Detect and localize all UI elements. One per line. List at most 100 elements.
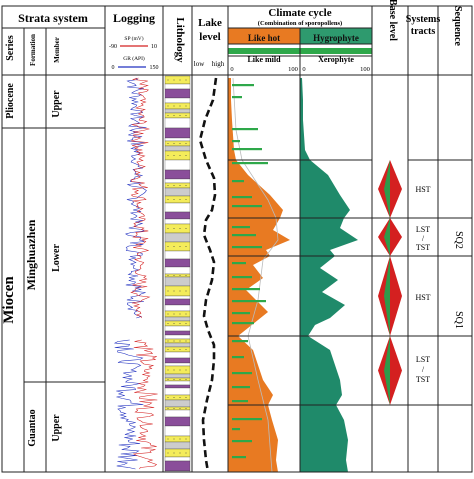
- sand-dot: [173, 143, 175, 144]
- sand-dot: [167, 408, 169, 409]
- sand-dot: [167, 379, 169, 380]
- sand-dot: [167, 246, 169, 247]
- lithology-bed: [164, 357, 191, 364]
- like-mild-trend-line: [232, 77, 279, 473]
- sand-dot: [167, 199, 169, 200]
- lithology-bed: [164, 187, 191, 197]
- like-mild-bar: [232, 226, 250, 229]
- sand-dot: [185, 275, 187, 276]
- like-mild-bar: [232, 372, 252, 375]
- systems-tracts-header-line1: Systems: [406, 14, 441, 25]
- sand-dot: [173, 199, 175, 200]
- like-mild-bar: [232, 148, 262, 151]
- lithology-bed: [164, 83, 191, 90]
- like-mild-bar: [232, 300, 266, 303]
- like-mild-bar: [232, 428, 240, 431]
- lithology-bed: [164, 330, 191, 336]
- lithology-bed: [164, 250, 191, 260]
- like-mild-bar: [232, 140, 240, 143]
- sand-dot: [185, 143, 187, 144]
- sand-dot: [167, 438, 169, 440]
- like-mild-bar: [232, 234, 256, 237]
- member-upper-bottom: Upper: [51, 414, 62, 442]
- sequence-header: Sequence: [452, 6, 463, 47]
- xerophyte-header-bar: [300, 48, 372, 54]
- lithology-bed: [164, 127, 191, 139]
- sand-dot: [173, 323, 175, 324]
- formation-minghuazhen: Minghuazhen: [24, 219, 38, 290]
- sand-dot: [185, 246, 187, 247]
- base-level-hst-lower-diamond-left: [384, 256, 390, 336]
- sand-dot: [179, 246, 181, 247]
- sand-dot: [185, 408, 187, 409]
- like-mild-bar: [232, 356, 244, 359]
- like-mild-bar: [232, 205, 262, 208]
- sand-dot: [173, 349, 175, 350]
- sand-dot: [185, 105, 187, 107]
- logging-header: Logging: [113, 11, 155, 25]
- sand-dot: [173, 79, 175, 81]
- tract-slash-upper: /: [422, 234, 425, 243]
- like-mild-bar: [232, 312, 250, 315]
- climate-cycle-subheader: (Combination of sporopollens): [258, 20, 342, 27]
- sand-dot: [185, 228, 187, 229]
- sand-dot: [179, 369, 181, 371]
- hygro-axis-0: 0: [302, 66, 305, 73]
- sand-dot: [179, 115, 181, 116]
- lake-level-header-line1: Lake: [198, 17, 222, 29]
- sand-dot: [173, 340, 175, 342]
- lithology-bed: [164, 159, 191, 171]
- sand-dot: [185, 115, 187, 116]
- sand-dot: [185, 438, 187, 440]
- sand-dot: [173, 105, 175, 107]
- gr-scale-min: 0: [112, 65, 115, 71]
- strata-system-header: Strata system: [18, 11, 88, 25]
- lithology-bed: [164, 409, 191, 418]
- sand-dot: [173, 155, 175, 156]
- climate-cycle-header: Climate cycle: [268, 7, 331, 19]
- sand-dot: [167, 155, 169, 156]
- gr-log-upper: [125, 77, 147, 319]
- sand-dot: [167, 143, 169, 144]
- systems-tracts-header-line2: tracts: [411, 26, 436, 37]
- like-hot-header-fill: [228, 28, 300, 44]
- lithology-bed: [164, 325, 191, 332]
- climate-areas: [228, 77, 358, 473]
- sand-dot: [179, 379, 181, 380]
- sp-scale-label: SP (mV): [124, 35, 143, 42]
- grid-lines: [1, 5, 473, 473]
- sp-scale-max: 10: [151, 44, 157, 50]
- sand-dot: [179, 313, 181, 315]
- tract-hst-upper: HST: [415, 185, 430, 194]
- sand-dot: [185, 323, 187, 324]
- like-mild-bar: [232, 84, 254, 87]
- like-mild-bar: [232, 440, 252, 443]
- lithology-bed: [164, 373, 191, 379]
- sand-dot: [167, 185, 169, 186]
- lithology-bed: [164, 137, 191, 142]
- sand-dot: [173, 408, 175, 409]
- sand-dot: [173, 397, 175, 398]
- lithology-bed: [164, 380, 191, 386]
- lithology-bed: [164, 218, 191, 225]
- lithology-bed: [164, 441, 191, 450]
- sand-dot: [167, 313, 169, 315]
- like-mild-bar: [232, 162, 268, 165]
- member-header: Member: [53, 37, 61, 63]
- lithology-bed: [164, 178, 191, 184]
- sand-dot: [167, 323, 169, 324]
- sand-dot: [167, 275, 169, 276]
- sand-dot: [179, 452, 181, 454]
- lithology-bed: [164, 460, 191, 472]
- like-axis-100: 100: [288, 66, 298, 73]
- sand-dot: [179, 275, 181, 276]
- lithology-bed: [164, 387, 191, 396]
- lake-level-curve: [198, 77, 218, 473]
- lithology-bed: [164, 117, 191, 129]
- lithology-bed: [164, 425, 191, 437]
- like-mild-bar: [232, 456, 246, 459]
- hygrophyte-label: Hygrophyte: [313, 33, 359, 43]
- like-mild-bar: [232, 400, 248, 403]
- sand-dot: [179, 79, 181, 81]
- sand-dot: [173, 115, 175, 116]
